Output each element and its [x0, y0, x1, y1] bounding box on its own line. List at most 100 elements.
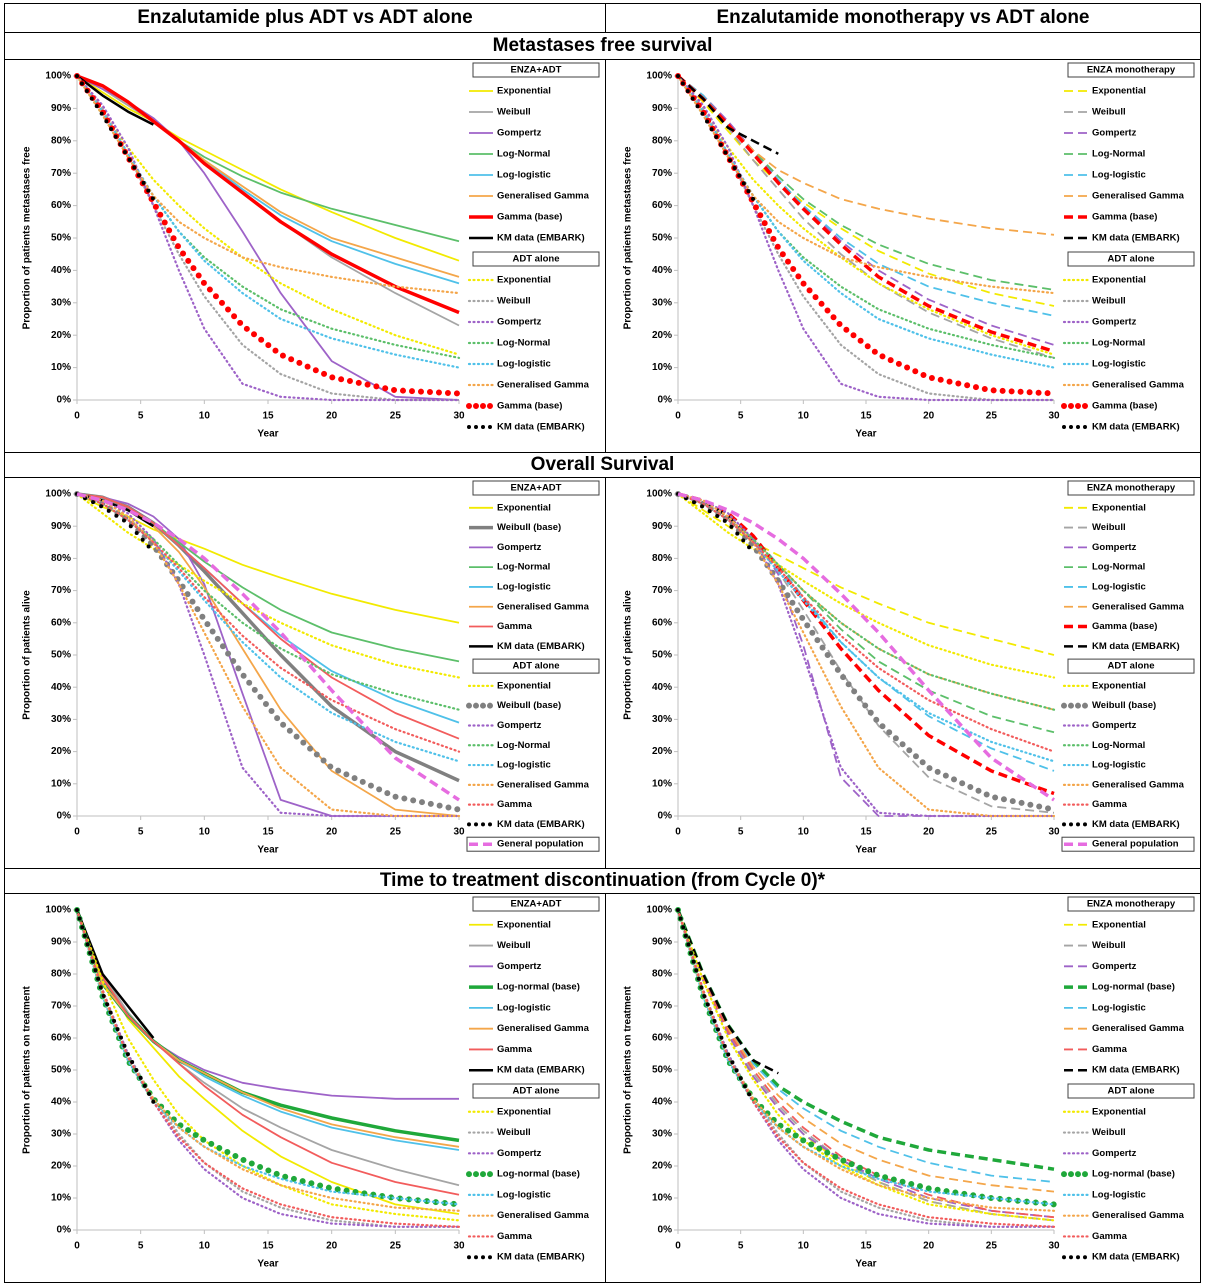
series-line: [76, 493, 460, 740]
series-line: [75, 492, 156, 554]
x-tick-label: 5: [138, 1241, 144, 1252]
figure-table: Enzalutamide plus ADT vs ADT alone Enzal…: [4, 3, 1201, 1283]
y-tick-label: 80%: [652, 553, 672, 564]
x-tick-label: 0: [675, 411, 681, 422]
y-tick-label: 60%: [51, 200, 71, 211]
legend-label: Exponential: [1092, 275, 1146, 286]
y-axis-label: Proportion of patients metastases free: [623, 146, 634, 329]
y-tick-label: 20%: [652, 330, 672, 341]
legend-group-title: ADT alone: [1108, 1086, 1155, 1097]
x-tick-label: 15: [262, 411, 274, 422]
series-line: [677, 75, 779, 155]
x-tick-label: 25: [986, 411, 998, 422]
legend-label: Exponential: [1092, 680, 1146, 691]
legend-label: Generalised Gamma: [497, 1210, 590, 1221]
legend-label: Exponential: [497, 86, 551, 97]
section-title: Time to treatment discontinuation (from …: [5, 869, 1200, 893]
series-line: [676, 492, 1056, 763]
series-line: [676, 492, 1056, 818]
x-tick-label: 30: [453, 1241, 465, 1252]
legend-label: KM data (EMBARK): [497, 819, 585, 830]
x-tick-label: 5: [738, 411, 744, 422]
x-tick-label: 30: [453, 827, 465, 838]
legend-group-title: ENZA monotherapy: [1087, 483, 1176, 494]
legend-label: KM data (EMBARK): [497, 1252, 585, 1263]
y-tick-label: 20%: [51, 1161, 71, 1172]
y-tick-label: 90%: [652, 521, 672, 532]
series-line: [75, 74, 461, 402]
legend-label: Generalised Gamma: [497, 601, 590, 612]
legend-label: General population: [1092, 839, 1179, 850]
y-tick-label: 30%: [652, 714, 672, 725]
legend-label: Generalised Gamma: [1092, 601, 1185, 612]
x-tick-label: 15: [860, 827, 872, 838]
series-line: [677, 493, 1055, 814]
y-tick-label: 40%: [51, 1097, 71, 1108]
series-line: [76, 492, 460, 802]
legend-label: Log-normal (base): [497, 1169, 580, 1180]
x-tick-label: 30: [1048, 827, 1060, 838]
y-tick-label: 60%: [51, 1033, 71, 1044]
series-line: [676, 74, 1056, 359]
series-line: [676, 74, 1056, 402]
legend-group-title: ADT alone: [513, 661, 560, 672]
x-tick-label: 5: [138, 827, 144, 838]
x-axis-label: Year: [855, 845, 876, 856]
y-tick-label: 80%: [51, 135, 71, 146]
y-tick-label: 40%: [652, 1097, 672, 1108]
legend-group-box: [1067, 896, 1195, 912]
x-tick-label: 30: [453, 411, 465, 422]
legend-label: Weibull: [1092, 940, 1126, 951]
y-tick-label: 0%: [658, 1225, 673, 1236]
legend-label: Log-logistic: [1092, 760, 1146, 771]
series-line: [677, 75, 1055, 359]
legend-label: Weibull: [497, 296, 531, 307]
y-tick-label: 10%: [51, 778, 71, 789]
series-line: [677, 909, 1055, 1219]
chart-cell: 0% 10% 20% 30% 40% 50% 60% 70% 80% 90% 100% 0 5 10 15 2…: [606, 894, 1200, 1282]
legend-label: Gamma: [497, 621, 533, 632]
legend-label: Gompertz: [497, 720, 542, 731]
legend-label: KM data (EMBARK): [1092, 641, 1180, 652]
y-tick-label: 60%: [51, 617, 71, 628]
legend-label: Log-Normal: [497, 740, 550, 751]
legend-label: Exponential: [497, 919, 551, 930]
legend-label: Weibull (base): [497, 522, 561, 533]
y-tick-label: 80%: [51, 969, 71, 980]
series-line: [677, 493, 1055, 772]
series-line: [677, 909, 1055, 1219]
legend-label: Log-Normal: [1092, 338, 1145, 349]
legend-label: Generalised Gamma: [1092, 380, 1185, 391]
legend-label: Log-logistic: [1092, 1189, 1146, 1200]
legend-label: Log-logistic: [1092, 1002, 1146, 1013]
y-tick-label: 0%: [57, 395, 72, 406]
y-tick-label: 0%: [658, 811, 673, 822]
y-tick-label: 20%: [51, 746, 71, 757]
legend-group-title: ADT alone: [1108, 661, 1155, 672]
legend-group-title: ADT alone: [513, 254, 560, 265]
legend-box: [1061, 836, 1195, 852]
legend-group-box: [1067, 658, 1195, 674]
legend-label: Weibull (base): [1092, 700, 1156, 711]
series-line: [76, 74, 460, 315]
legend-label: KM data (EMBARK): [1092, 422, 1180, 433]
y-tick-label: 10%: [652, 778, 672, 789]
y-tick-label: 20%: [51, 330, 71, 341]
series-line: [76, 493, 459, 817]
y-tick-label: 90%: [51, 103, 71, 114]
x-axis-label: Year: [855, 429, 876, 440]
series-line: [677, 75, 1055, 346]
x-tick-label: 0: [675, 827, 681, 838]
legend-label: Gamma (base): [497, 212, 562, 223]
y-tick-label: 60%: [652, 200, 672, 211]
legend-label: Gompertz: [497, 542, 542, 553]
y-tick-label: 40%: [51, 265, 71, 276]
series-line: [677, 909, 1055, 1222]
series-line: [676, 908, 756, 1104]
series-line: [677, 492, 1055, 802]
series-line: [75, 908, 461, 1228]
legend-group-title: ENZA monotherapy: [1087, 899, 1176, 910]
chart: 0% 10% 20% 30% 40% 50% 60% 70% 80% 90% 100% 0 5 10 15 2…: [22, 62, 600, 440]
legend-group-box: [1067, 62, 1195, 78]
y-tick-label: 10%: [51, 1193, 71, 1204]
